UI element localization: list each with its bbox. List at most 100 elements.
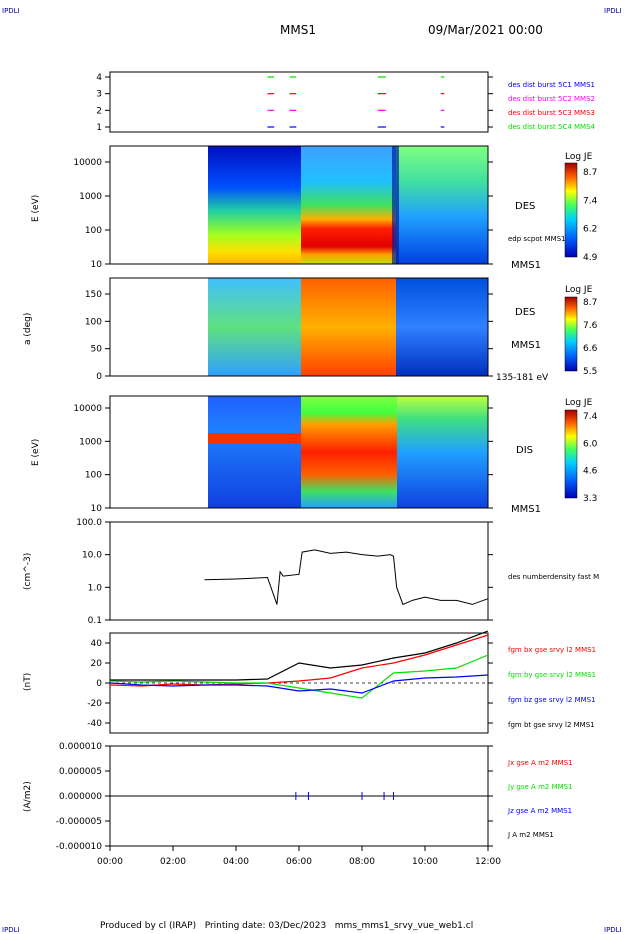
dis-energy-label: DIS	[516, 445, 533, 456]
current-legend-item: Jz gse A m2 MMS1	[507, 807, 572, 815]
des-pitch-block-b	[301, 278, 396, 376]
current-ytick-label: 0.000005	[59, 767, 102, 777]
panel-current: 0.000010 0.000005 0.000000 -0.000005 -0.0000…	[23, 742, 573, 852]
burst-legend-item: des dist burst 5C4 MMS4	[508, 123, 596, 131]
density-ytick-label: 0.1	[88, 616, 102, 626]
corner-label-tr: IPDLI	[604, 7, 622, 15]
panel-des-energy: 10000 1000 100 10 Log JE 8.7 7.4 6.2 4.9 DES e…	[31, 145, 598, 271]
panel-dis-energy-frame	[109, 395, 489, 509]
des-pitch-label3: 135-181 eV	[496, 373, 549, 383]
density-ylabel: (cm^-3)	[23, 553, 33, 590]
current-legend-item: Jx gse A m2 MMS1	[507, 759, 573, 767]
des-pitch-ylabel: a (deg)	[23, 313, 33, 345]
density-ytick-label: 1.0	[88, 583, 103, 593]
colorbar-des-pitch	[564, 296, 578, 372]
panel-des-pitch-frame	[109, 277, 489, 377]
colorbar-des-energy-tick-label: 7.4	[583, 196, 598, 206]
x-tick-label: 00:00	[97, 857, 123, 867]
panel-burst-frame	[109, 71, 489, 133]
density-series-label: des numberdensity fast M	[508, 573, 599, 581]
colorbar-des-pitch-tick-label: 7.6	[583, 321, 598, 331]
des-pitch-ytick-label: 50	[91, 345, 103, 355]
des-energy-ylabel: E (eV)	[31, 195, 41, 222]
density-line	[204, 549, 489, 606]
des-energy-ytick-label: 10	[91, 260, 103, 270]
current-ylabel: (A/m2)	[23, 781, 33, 812]
density-ytick-label: 100.0	[76, 518, 102, 528]
fgm-ylabel: (nT)	[23, 673, 33, 691]
dis-energy-block-b	[301, 396, 397, 508]
panel-fgm: 40 20 0 -20 -40 fgm bx gse srvy l2 MMS1 fgm b…	[23, 630, 596, 734]
colorbar-dis-energy-tick-label: 7.4	[583, 412, 598, 422]
des-pitch-block-c	[396, 278, 488, 376]
dis-energy-ytick-label: 100	[85, 471, 102, 481]
dis-energy-label2: MMS1	[511, 504, 541, 515]
density-ytick-label: 10.0	[82, 551, 102, 561]
dis-energy-block-c	[397, 396, 488, 508]
date-title: 09/Mar/2021 00:00	[428, 23, 543, 37]
panel-des-energy-frame	[109, 145, 489, 265]
current-ytick-label: -0.000005	[56, 817, 102, 827]
colorbar-des-energy-title: Log JE	[565, 152, 593, 162]
fgm-line	[109, 654, 489, 699]
fgm-line	[110, 630, 489, 681]
burst-legend-item: des dist burst 5C3 MMS3	[508, 109, 595, 117]
fgm-legend-item: fgm bz gse srvy l2 MMS1	[508, 696, 596, 704]
des-energy-block-b	[301, 146, 396, 264]
colorbar-des-energy-tick-label: 8.7	[583, 168, 597, 178]
des-energy-block-c	[396, 146, 488, 264]
burst-ytick-label: 2	[96, 106, 102, 116]
x-tick-label: 02:00	[160, 857, 186, 867]
fgm-legend-item: fgm bx gse srvy l2 MMS1	[508, 646, 596, 654]
colorbar-dis-energy-tick-label: 4.6	[583, 467, 598, 477]
panel-density-frame	[109, 521, 489, 621]
fgm-ytick-label: 0	[96, 679, 102, 689]
corner-label-bl: IPDLI	[2, 926, 20, 934]
des-pitch-ytick-label: 100	[85, 317, 102, 327]
des-energy-ytick-label: 1000	[79, 192, 102, 202]
burst-ytick-label: 4	[96, 73, 102, 83]
panel-des-pitch: 150 100 50 0 Log JE 8.7 7.6 6.6 5.5 DES MMS1 1…	[23, 277, 598, 383]
burst-legend-item: des dist burst 5C1 MMS1	[508, 81, 595, 89]
dis-energy-block-a	[208, 396, 301, 508]
colorbar-des-energy-tick-label: 6.2	[583, 225, 597, 235]
fgm-line	[109, 634, 489, 687]
dis-energy-ytick-label: 1000	[79, 437, 102, 447]
des-energy-label2: edp scpot MMS1	[508, 235, 566, 243]
des-energy-ytick-label: 10000	[73, 158, 102, 168]
colorbar-dis-energy-tick-label: 3.3	[583, 494, 597, 504]
des-energy-ytick-label: 100	[85, 226, 102, 236]
corner-label-tl: IPDLI	[2, 7, 20, 15]
burst-legend-item: des dist burst 5C2 MMS2	[508, 95, 595, 103]
des-pitch-ytick-label: 150	[85, 290, 102, 300]
x-tick-label: 06:00	[286, 857, 312, 867]
colorbar-des-pitch-title: Log JE	[565, 285, 593, 295]
des-pitch-label: DES	[515, 307, 535, 318]
colorbar-des-pitch-tick-label: 6.6	[583, 344, 598, 354]
colorbar-des-pitch-tick-label: 8.7	[583, 298, 597, 308]
footer-text: Produced by cl (IRAP) Printing date: 03/…	[100, 921, 473, 931]
des-pitch-block-a	[208, 278, 301, 376]
corner-label-br: IPDLI	[604, 926, 622, 934]
panel-burst: 4 3 2 1 des dist burst 5C1 MMS1 des dist bur…	[96, 71, 596, 133]
colorbar-des-energy	[564, 162, 578, 258]
x-tick-label: 08:00	[349, 857, 375, 867]
x-tick-label: 12:00	[475, 857, 501, 867]
fgm-ytick-label: 40	[91, 639, 103, 649]
fgm-ytick-label: -20	[87, 699, 102, 709]
current-ytick-label: 0.000000	[59, 792, 102, 802]
des-energy-block-a	[208, 146, 301, 264]
x-tick-label: 04:00	[223, 857, 249, 867]
x-tick-label: 10:00	[412, 857, 438, 867]
colorbar-des-energy-tick-label: 4.9	[583, 253, 598, 263]
fgm-ytick-label: 20	[91, 659, 103, 669]
fgm-ytick-label: -40	[87, 719, 102, 729]
des-energy-label: DES	[515, 201, 535, 212]
colorbar-des-pitch-tick-label: 5.5	[583, 367, 597, 377]
current-legend-item: Jy gse A m2 MMS1	[507, 783, 573, 791]
des-pitch-label2: MMS1	[511, 340, 541, 351]
fgm-legend-item: fgm by gse srvy l2 MMS1	[508, 671, 596, 679]
dis-energy-ytick-label: 10	[91, 504, 103, 514]
des-pitch-ytick-label: 0	[96, 372, 102, 382]
